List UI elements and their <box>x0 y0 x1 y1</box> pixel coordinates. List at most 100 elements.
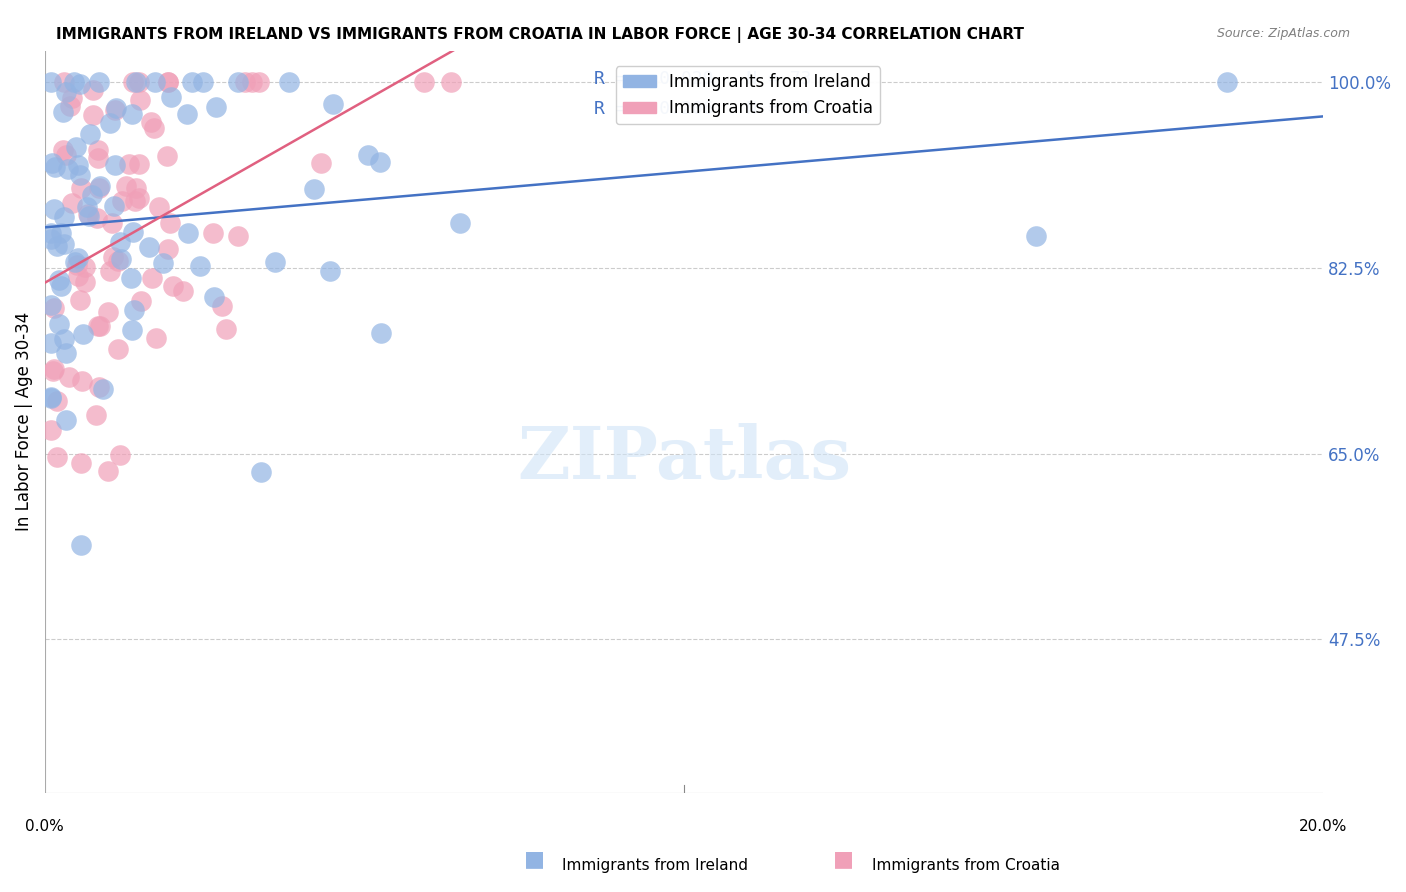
Point <box>69 168 91 182</box>
Point <box>205 100 228 114</box>
Point <box>157 243 180 257</box>
Point <box>49 279 72 293</box>
Point <box>80 188 103 202</box>
Point <box>104 158 127 172</box>
Point <box>72 326 94 341</box>
Text: ■: ■ <box>834 849 853 869</box>
Point <box>160 90 183 104</box>
Point <box>69 538 91 552</box>
Point <box>87 143 110 157</box>
Point <box>56 162 79 177</box>
Point <box>120 270 142 285</box>
Point <box>156 75 179 89</box>
Point <box>82 83 104 97</box>
Point <box>42 362 65 376</box>
Point <box>60 196 83 211</box>
Point <box>128 157 150 171</box>
Point <box>66 157 89 171</box>
Point <box>100 216 122 230</box>
Point <box>156 149 179 163</box>
Point <box>53 210 76 224</box>
Point <box>70 181 93 195</box>
Point <box>311 156 333 170</box>
Point <box>128 75 150 89</box>
Point <box>211 299 233 313</box>
Point <box>53 236 76 251</box>
Point <box>46 239 69 253</box>
Point <box>148 200 170 214</box>
Point <box>55 85 77 99</box>
Point <box>89 379 111 393</box>
Point <box>176 107 198 121</box>
Point <box>152 256 174 270</box>
Point <box>52 105 75 120</box>
Point <box>124 75 146 89</box>
Point <box>42 364 65 378</box>
Point <box>159 216 181 230</box>
Point <box>370 326 392 341</box>
Point <box>44 160 66 174</box>
Point <box>233 75 256 89</box>
Point <box>65 139 87 153</box>
Text: Source: ZipAtlas.com: Source: ZipAtlas.com <box>1216 27 1350 40</box>
Legend: Immigrants from Ireland, Immigrants from Croatia: Immigrants from Ireland, Immigrants from… <box>616 66 880 124</box>
Point <box>58 370 80 384</box>
Text: R =   0.206   N = 74: R = 0.206 N = 74 <box>595 100 813 118</box>
Point <box>1024 229 1046 244</box>
Point <box>39 232 62 246</box>
Point <box>193 75 215 89</box>
Point <box>412 75 434 89</box>
Point <box>249 465 271 479</box>
Point <box>76 207 98 221</box>
Point <box>77 209 100 223</box>
Point <box>201 226 224 240</box>
Point <box>125 180 148 194</box>
Point <box>48 317 70 331</box>
Text: 20.0%: 20.0% <box>1299 820 1347 834</box>
Point <box>143 75 166 89</box>
Point <box>110 252 132 267</box>
Point <box>39 298 62 312</box>
Point <box>103 251 125 265</box>
Point <box>39 335 62 350</box>
Point <box>278 75 301 89</box>
Point <box>108 235 131 249</box>
Point <box>87 151 110 165</box>
Point <box>124 303 146 318</box>
Point <box>55 346 77 360</box>
Point <box>87 75 110 89</box>
Point <box>69 456 91 470</box>
Point <box>128 191 150 205</box>
Point <box>143 121 166 136</box>
Point <box>63 255 86 269</box>
Point <box>44 301 66 315</box>
Text: 0.0%: 0.0% <box>25 820 65 834</box>
Point <box>124 194 146 208</box>
Point <box>141 271 163 285</box>
Point <box>449 216 471 230</box>
Point <box>440 75 463 89</box>
Point <box>129 93 152 107</box>
Point <box>177 226 200 240</box>
Point <box>98 116 121 130</box>
Point <box>59 99 82 113</box>
Text: ZIPatlas: ZIPatlas <box>517 424 851 494</box>
Point <box>49 226 72 240</box>
Point <box>157 75 180 89</box>
Point <box>79 127 101 141</box>
Point <box>39 227 62 241</box>
Point <box>1216 75 1239 89</box>
Point <box>66 258 89 272</box>
Point <box>103 199 125 213</box>
Point <box>69 293 91 308</box>
Point <box>82 107 104 121</box>
Point <box>118 157 141 171</box>
Point <box>226 75 249 89</box>
Point <box>76 200 98 214</box>
Text: R =  -0.029   N = 73: R = -0.029 N = 73 <box>595 70 813 88</box>
Point <box>264 255 287 269</box>
Point <box>39 423 62 437</box>
Point <box>89 319 111 334</box>
Text: ■: ■ <box>524 849 544 869</box>
Point <box>97 464 120 478</box>
